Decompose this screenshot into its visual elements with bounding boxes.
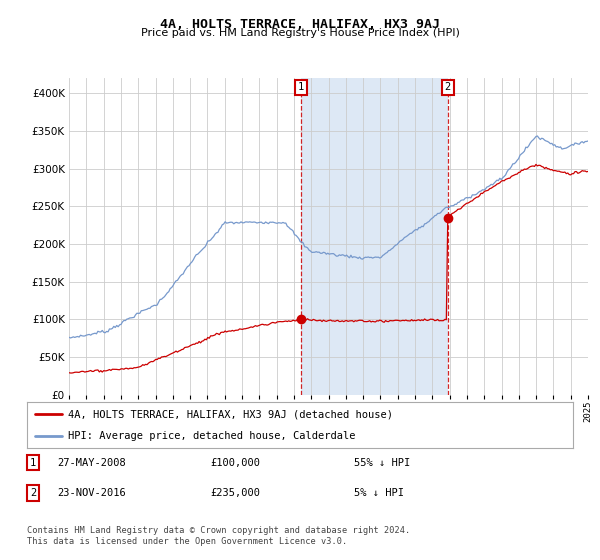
Text: 27-MAY-2008: 27-MAY-2008 bbox=[57, 458, 126, 468]
Text: 5% ↓ HPI: 5% ↓ HPI bbox=[354, 488, 404, 498]
Text: 2: 2 bbox=[445, 82, 451, 92]
Text: 23-NOV-2016: 23-NOV-2016 bbox=[57, 488, 126, 498]
Text: 4A, HOLTS TERRACE, HALIFAX, HX3 9AJ (detached house): 4A, HOLTS TERRACE, HALIFAX, HX3 9AJ (det… bbox=[68, 409, 393, 419]
Text: £235,000: £235,000 bbox=[210, 488, 260, 498]
Text: £100,000: £100,000 bbox=[210, 458, 260, 468]
Text: 4A, HOLTS TERRACE, HALIFAX, HX3 9AJ: 4A, HOLTS TERRACE, HALIFAX, HX3 9AJ bbox=[160, 18, 440, 31]
Text: Price paid vs. HM Land Registry's House Price Index (HPI): Price paid vs. HM Land Registry's House … bbox=[140, 28, 460, 38]
Text: Contains HM Land Registry data © Crown copyright and database right 2024.
This d: Contains HM Land Registry data © Crown c… bbox=[27, 526, 410, 546]
Text: 2: 2 bbox=[30, 488, 36, 498]
Bar bbox=[301, 78, 448, 395]
Text: 55% ↓ HPI: 55% ↓ HPI bbox=[354, 458, 410, 468]
Text: 1: 1 bbox=[298, 82, 304, 92]
Text: HPI: Average price, detached house, Calderdale: HPI: Average price, detached house, Cald… bbox=[68, 431, 355, 441]
Text: 1: 1 bbox=[30, 458, 36, 468]
